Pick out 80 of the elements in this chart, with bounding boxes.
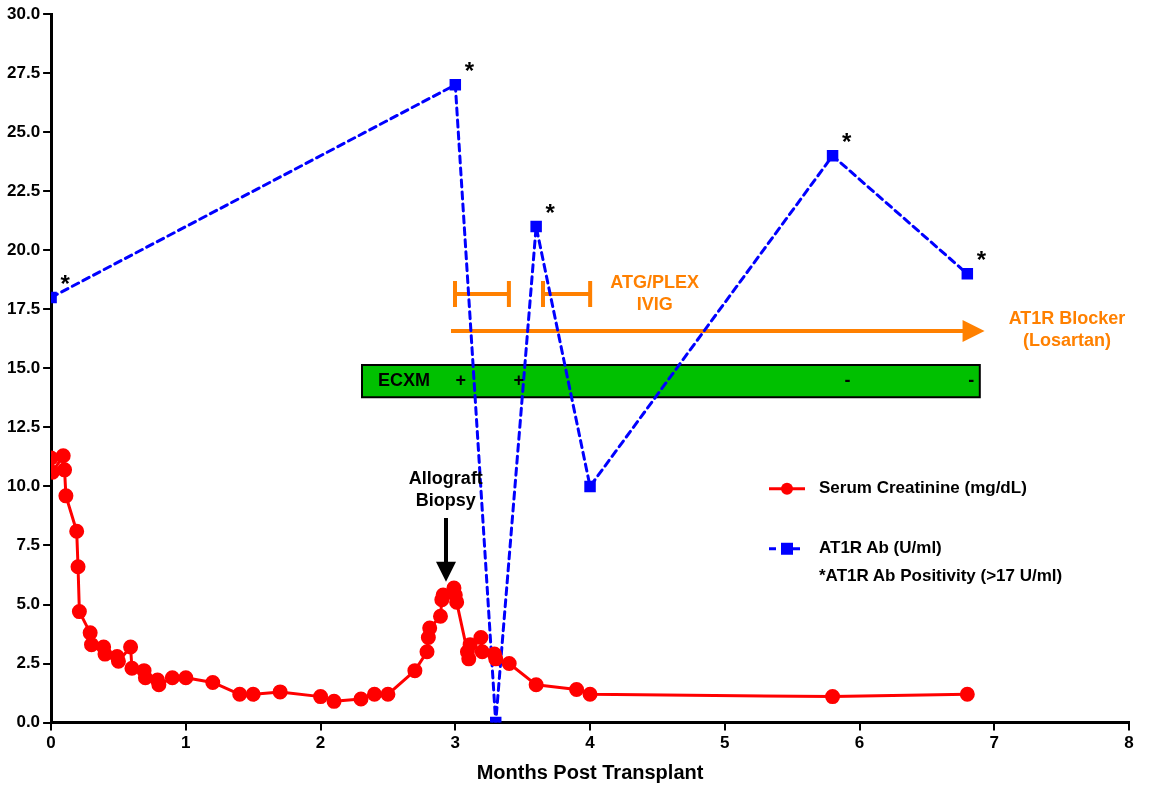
annotation: - <box>968 370 975 391</box>
point <box>69 523 85 539</box>
annotation: + <box>513 370 524 391</box>
y-tick-label: 7.5 <box>16 535 41 555</box>
legend-label: Serum Creatinine (mg/dL) <box>819 478 1027 498</box>
legend-label: AT1R Ab (U/ml) <box>819 538 942 558</box>
x-tick-label: 2 <box>315 733 326 753</box>
annotation: AT1R Blocker (Losartan) <box>1008 308 1126 351</box>
data-label: * <box>464 57 475 85</box>
annotation: *AT1R Ab Positivity (>17 U/ml) <box>819 566 1063 586</box>
x-tick-label: 4 <box>585 733 596 753</box>
y-tick-label: 15.0 <box>6 357 41 377</box>
y-tick-label: 30.0 <box>6 3 41 23</box>
y-tick-label: 10.0 <box>6 476 41 496</box>
point <box>582 686 598 702</box>
point <box>959 686 975 702</box>
point <box>313 689 329 705</box>
point <box>178 670 194 686</box>
y-tick-label: 20.0 <box>6 239 41 259</box>
annotation: Allograft Biopsy <box>408 467 483 510</box>
annotation: - <box>844 370 851 391</box>
y-tick-label: 17.5 <box>6 298 41 318</box>
point <box>826 149 839 162</box>
point <box>353 691 369 707</box>
point <box>380 686 396 702</box>
point <box>58 488 74 504</box>
y-tick-label: 22.5 <box>6 180 41 200</box>
y-tick-label: 5.0 <box>16 594 41 614</box>
x-tick-label: 3 <box>450 733 461 753</box>
point <box>449 79 462 91</box>
point <box>422 620 438 636</box>
point <box>245 686 261 702</box>
x-tick-label: 8 <box>1124 733 1134 753</box>
point <box>272 684 288 700</box>
point <box>71 604 87 620</box>
point <box>461 651 477 667</box>
data-label: * <box>60 270 71 298</box>
point <box>432 608 448 624</box>
point <box>488 651 504 667</box>
point <box>474 644 490 660</box>
y-tick-label: 2.5 <box>16 653 41 673</box>
point <box>528 677 544 693</box>
point <box>584 480 596 493</box>
point <box>326 693 342 709</box>
point <box>407 663 423 679</box>
point <box>501 656 517 672</box>
point <box>55 448 71 464</box>
point <box>57 462 73 478</box>
point <box>84 637 100 653</box>
point <box>473 630 489 646</box>
annotation: ATG/PLEX IVIG <box>610 271 700 314</box>
point <box>961 268 974 280</box>
point <box>123 639 139 655</box>
point <box>569 682 585 698</box>
point <box>70 559 86 575</box>
data-label: * <box>976 246 987 274</box>
point <box>82 625 98 641</box>
y-tick-label: 25.0 <box>6 121 41 141</box>
x-tick-label: 1 <box>181 733 191 753</box>
point <box>232 686 248 702</box>
annotation: ECXM <box>378 370 431 391</box>
y-tick-label: 27.5 <box>6 62 41 82</box>
point <box>530 220 542 233</box>
point <box>419 644 435 660</box>
x-axis-title: Months Post Transplant <box>476 760 704 783</box>
data-label: * <box>545 199 556 227</box>
y-tick-label: 0.0 <box>16 712 41 732</box>
point <box>164 670 180 686</box>
point <box>124 660 140 676</box>
data-label: * <box>841 128 852 156</box>
point <box>462 637 478 653</box>
x-tick-label: 0 <box>46 733 56 753</box>
x-tick-label: 7 <box>989 733 999 753</box>
annotation: + <box>455 370 466 391</box>
x-tick-label: 6 <box>854 733 865 753</box>
point <box>205 674 221 690</box>
x-tick-label: 5 <box>720 733 730 753</box>
y-tick-label: 12.5 <box>6 417 41 437</box>
point <box>366 686 382 702</box>
point <box>825 689 841 705</box>
